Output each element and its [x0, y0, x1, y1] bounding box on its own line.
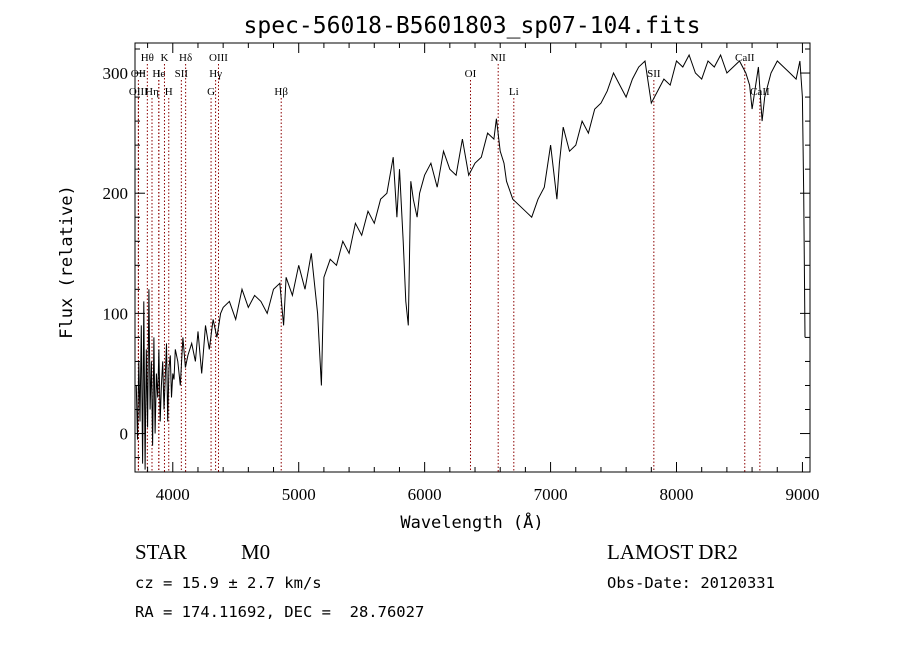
line-label: OIII: [209, 52, 228, 64]
line-label: He: [152, 68, 165, 80]
chart-title: spec-56018-B5601803_sp07-104.fits: [244, 13, 701, 39]
redshift-velocity: cz = 15.9 ± 2.7 km/s: [135, 574, 322, 592]
object-type: STAR: [135, 540, 187, 564]
y-tick-label: 100: [103, 304, 129, 323]
line-label: I: [157, 68, 161, 80]
x-tick-label: 4000: [156, 485, 190, 504]
line-label: OIII: [129, 86, 148, 98]
line-label: G: [207, 86, 215, 98]
x-tick-label: 6000: [408, 485, 442, 504]
line-markers: [137, 64, 761, 472]
line-label: SII: [175, 68, 189, 80]
coordinates: RA = 174.11692, DEC = 28.76027: [135, 603, 425, 621]
y-tick-label: 300: [103, 64, 129, 83]
line-label: Hδ: [179, 52, 192, 64]
line-label: SII: [647, 68, 661, 80]
line-label: Li: [509, 86, 519, 98]
line-label: OII: [131, 68, 147, 80]
line-label: Hθ: [141, 52, 154, 64]
x-tick-label: 5000: [282, 485, 316, 504]
y-axis-title: Flux (relative): [57, 185, 77, 339]
x-tick-label: 8000: [660, 485, 694, 504]
survey-name: LAMOST DR2: [607, 540, 738, 564]
y-tick-label: 200: [103, 184, 129, 203]
x-axis-ticks: 4000 5000 6000 7000 8000 9000: [147, 43, 819, 504]
y-axis-ticks: 0 100 200 300: [103, 48, 810, 459]
line-label: Hη: [145, 86, 159, 98]
spectral-subclass: M0: [241, 540, 271, 564]
y-tick-label: 0: [120, 425, 129, 444]
line-label: K: [160, 52, 168, 64]
x-tick-label: 7000: [534, 485, 568, 504]
x-axis-title: Wavelength (Å): [400, 511, 543, 533]
line-label: OI: [465, 68, 477, 80]
line-label: H: [165, 86, 173, 98]
observation-date: Obs-Date: 20120331: [607, 574, 775, 592]
line-label: Hβ: [274, 86, 288, 98]
line-label: NII: [491, 52, 507, 64]
spectrum-line: [135, 53, 806, 470]
plot-frame: [134, 42, 811, 473]
line-label: Hγ: [209, 68, 222, 80]
x-tick-label: 9000: [785, 485, 819, 504]
